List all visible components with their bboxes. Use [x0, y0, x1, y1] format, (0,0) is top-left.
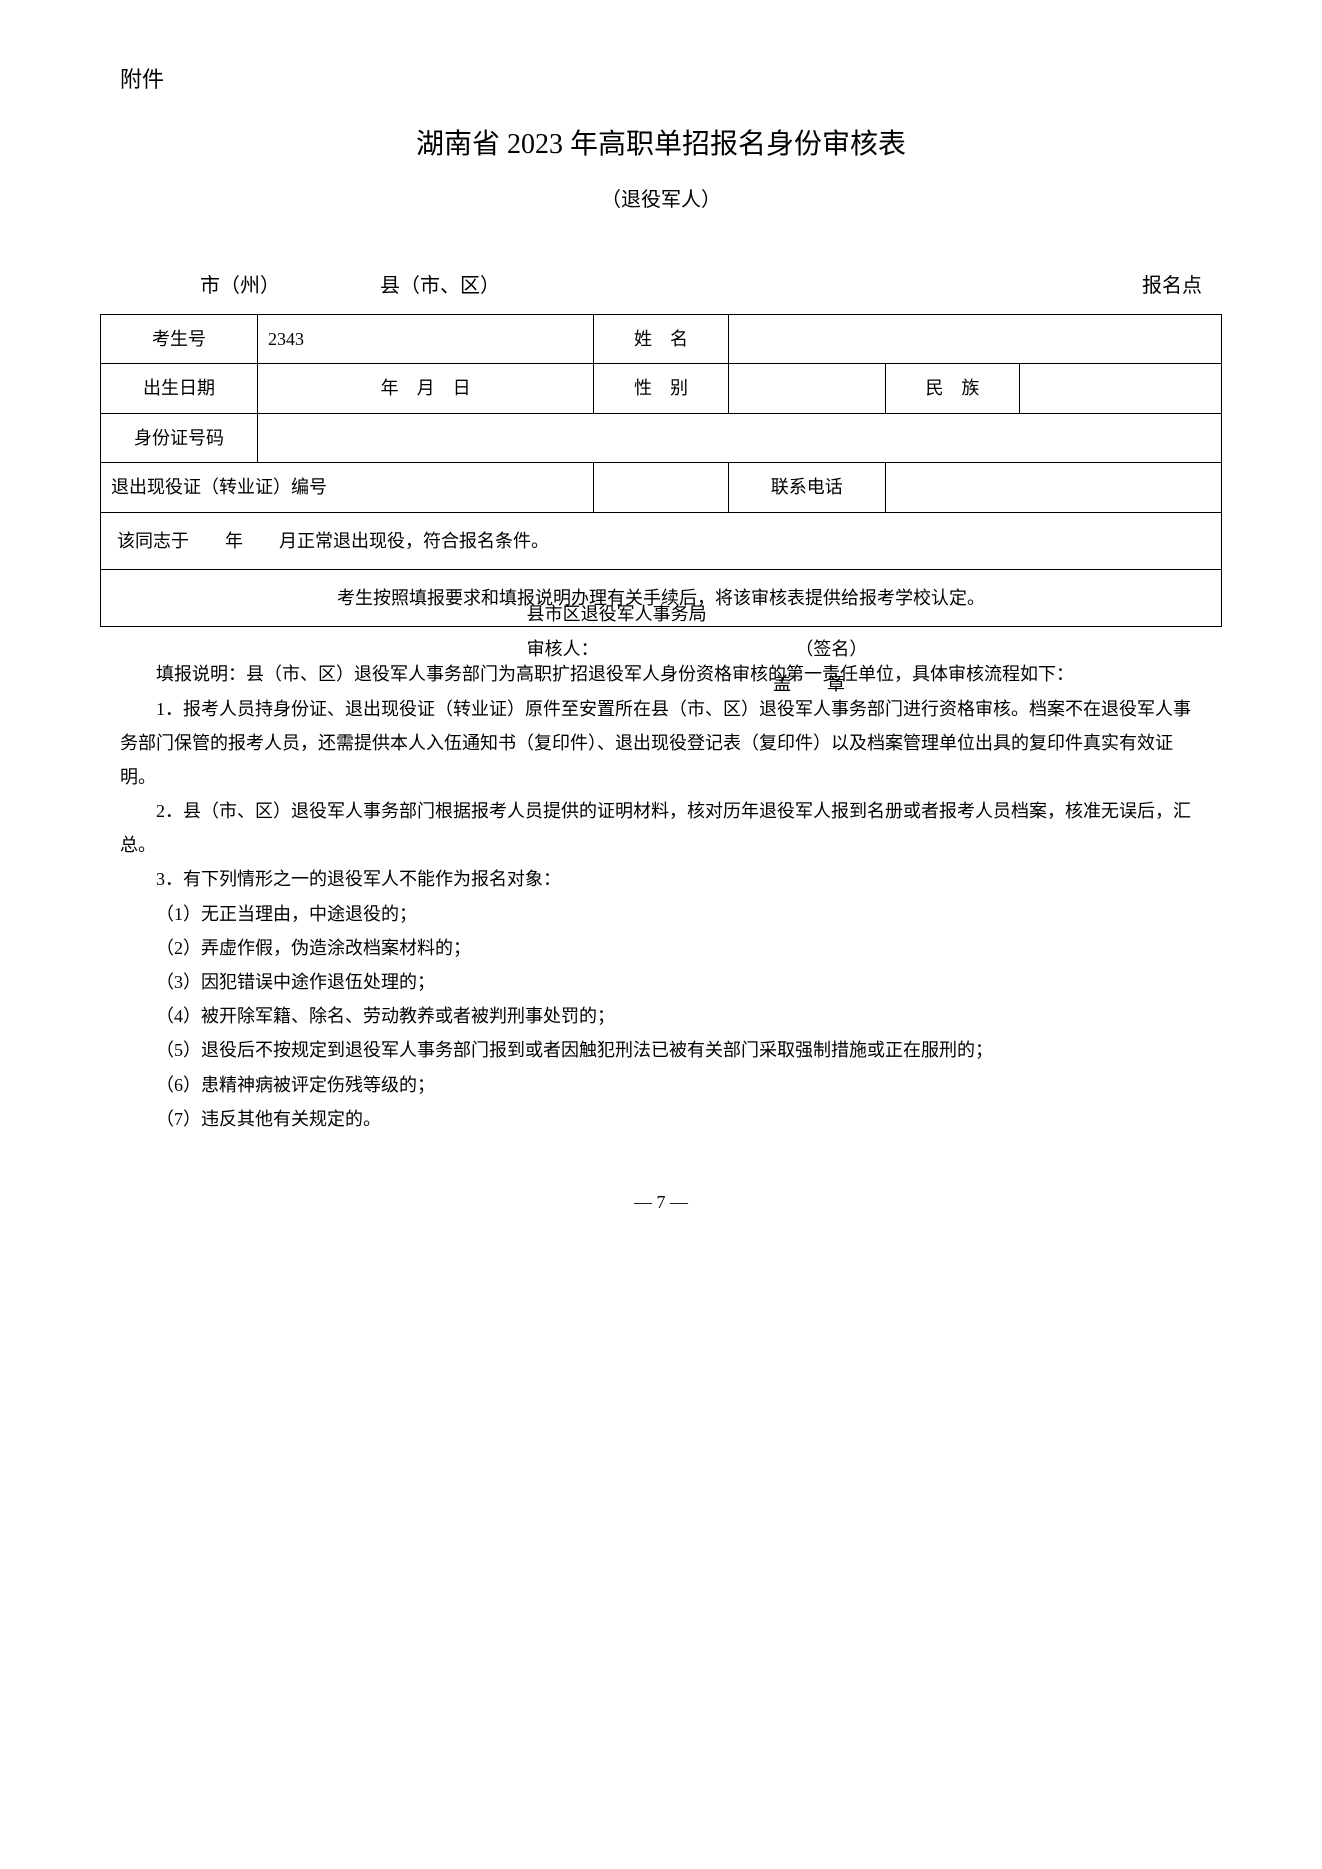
- instruction-p2: 2．县（市、区）退役军人事务部门根据报考人员提供的证明材料，核对历年退役军人报到…: [120, 794, 1202, 862]
- instruction-s5: （5）退役后不按规定到退役军人事务部门报到或者因触犯刑法已被有关部门采取强制措施…: [120, 1033, 1202, 1067]
- cert-value: [594, 463, 729, 512]
- city-label: 市（州）: [200, 268, 280, 304]
- approval-reviewer: 审核人：: [527, 633, 599, 665]
- approval-stamp: 盖 章: [773, 668, 854, 700]
- exam-no-value: 2343: [257, 314, 593, 363]
- page-number: — 7 —: [100, 1186, 1222, 1218]
- spot-label: 报名点: [1142, 268, 1202, 304]
- instruction-s4: （4）被开除军籍、除名、劳动教养或者被判刑事处罚的；: [120, 999, 1202, 1033]
- id-value: [257, 413, 1221, 462]
- phone-value: [885, 463, 1221, 512]
- main-title: 湖南省 2023 年高职单招报名身份审核表: [100, 120, 1222, 170]
- table-row: 考生号 2343 姓 名: [101, 314, 1222, 363]
- instruction-s1: （1）无正当理由，中途退役的；: [120, 897, 1202, 931]
- form-table: 考生号 2343 姓 名 出生日期 年 月 日 性 别 民 族 身份证号码 退出…: [100, 314, 1222, 627]
- approval-sign: （签名）: [795, 633, 867, 665]
- approval-line1: 该同志于 年 月正常退出现役，符合报名条件。: [117, 525, 1205, 557]
- instruction-s3: （3）因犯错误中途作退伍处理的；: [120, 965, 1202, 999]
- instruction-s7: （7）违反其他有关规定的。: [120, 1102, 1202, 1136]
- instructions: 填报说明：县（市、区）退役军人事务部门为高职扩招退役军人身份资格审核的第一责任单…: [100, 657, 1222, 1136]
- gender-value: [728, 364, 885, 413]
- dob-label: 出生日期: [101, 364, 258, 413]
- subtitle: （退役军人）: [100, 182, 1222, 218]
- ethnic-value: [1020, 364, 1222, 413]
- instruction-s2: （2）弄虚作假，伪造涂改档案材料的；: [120, 931, 1202, 965]
- phone-label: 联系电话: [728, 463, 885, 512]
- dob-value: 年 月 日: [257, 364, 593, 413]
- location-row: 市（州） 县（市、区） 报名点: [100, 268, 1222, 304]
- instruction-s6: （6）患精神病被评定伤残等级的；: [120, 1068, 1202, 1102]
- approval-dept: 县市区退役军人事务局: [527, 598, 707, 630]
- county-label: 县（市、区）: [380, 268, 500, 304]
- ethnic-label: 民 族: [885, 364, 1020, 413]
- gender-label: 性 别: [594, 364, 729, 413]
- id-label: 身份证号码: [101, 413, 258, 462]
- attachment-label: 附件: [100, 60, 1222, 100]
- approval-block: 该同志于 年 月正常退出现役，符合报名条件。 县市区退役军人事务局 审核人： （…: [101, 512, 1222, 569]
- instruction-p1: 1．报考人员持身份证、退出现役证（转业证）原件至安置所在县（市、区）退役军人事务…: [120, 692, 1202, 795]
- table-row: 该同志于 年 月正常退出现役，符合报名条件。 县市区退役军人事务局 审核人： （…: [101, 512, 1222, 569]
- name-label: 姓 名: [594, 314, 729, 363]
- instruction-intro: 填报说明：县（市、区）退役军人事务部门为高职扩招退役军人身份资格审核的第一责任单…: [120, 657, 1202, 691]
- exam-no-label: 考生号: [101, 314, 258, 363]
- table-row: 出生日期 年 月 日 性 别 民 族: [101, 364, 1222, 413]
- name-value: [728, 314, 1221, 363]
- table-row: 身份证号码: [101, 413, 1222, 462]
- instruction-p3: 3．有下列情形之一的退役军人不能作为报名对象：: [120, 862, 1202, 896]
- cert-label: 退出现役证（转业证）编号: [101, 463, 594, 512]
- table-row: 退出现役证（转业证）编号 联系电话: [101, 463, 1222, 512]
